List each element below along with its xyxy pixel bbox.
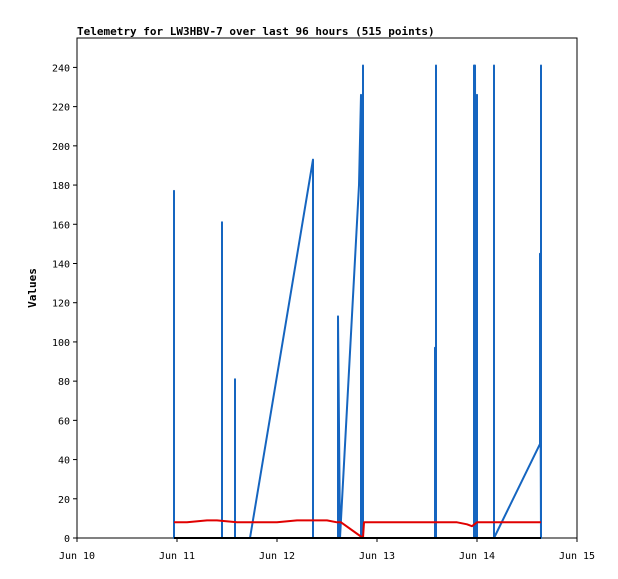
y-tick-label: 60 bbox=[58, 416, 70, 427]
y-axis-ticks: 0 20 40 60 80 100 120 140 160 180 200 220 240 bbox=[52, 63, 77, 545]
chart-title: Telemetry for LW3HBV-7 over last 96 hour… bbox=[77, 25, 435, 38]
series-line-2 bbox=[174, 519, 541, 539]
y-tick-label: 160 bbox=[52, 220, 70, 231]
y-tick-label: 240 bbox=[52, 63, 70, 74]
x-tick-label: Jun 14 bbox=[459, 551, 495, 562]
y-tick-label: 220 bbox=[52, 103, 70, 114]
series-line-1 bbox=[173, 64, 542, 539]
x-tick-label: Jun 13 bbox=[359, 551, 395, 562]
x-tick-label: Jun 11 bbox=[159, 551, 195, 562]
x-tick-label: Jun 10 bbox=[59, 551, 95, 562]
x-axis-ticks: Jun 10 Jun 11 Jun 12 Jun 13 Jun 14 Jun 15 bbox=[59, 538, 595, 562]
y-tick-label: 140 bbox=[52, 259, 70, 270]
x-tick-label: Jun 12 bbox=[259, 551, 295, 562]
plot-area bbox=[76, 37, 578, 539]
y-tick-label: 180 bbox=[52, 181, 70, 192]
y-tick-label: 80 bbox=[58, 377, 70, 388]
series-group bbox=[173, 64, 542, 539]
y-tick-label: 40 bbox=[58, 456, 70, 467]
y-tick-label: 0 bbox=[64, 534, 70, 545]
x-tick-label: Jun 15 bbox=[559, 551, 595, 562]
y-axis-label: Values bbox=[26, 268, 39, 308]
y-tick-label: 120 bbox=[52, 299, 70, 310]
y-tick-label: 100 bbox=[52, 338, 70, 349]
y-tick-label: 20 bbox=[58, 495, 70, 506]
y-tick-label: 200 bbox=[52, 142, 70, 153]
